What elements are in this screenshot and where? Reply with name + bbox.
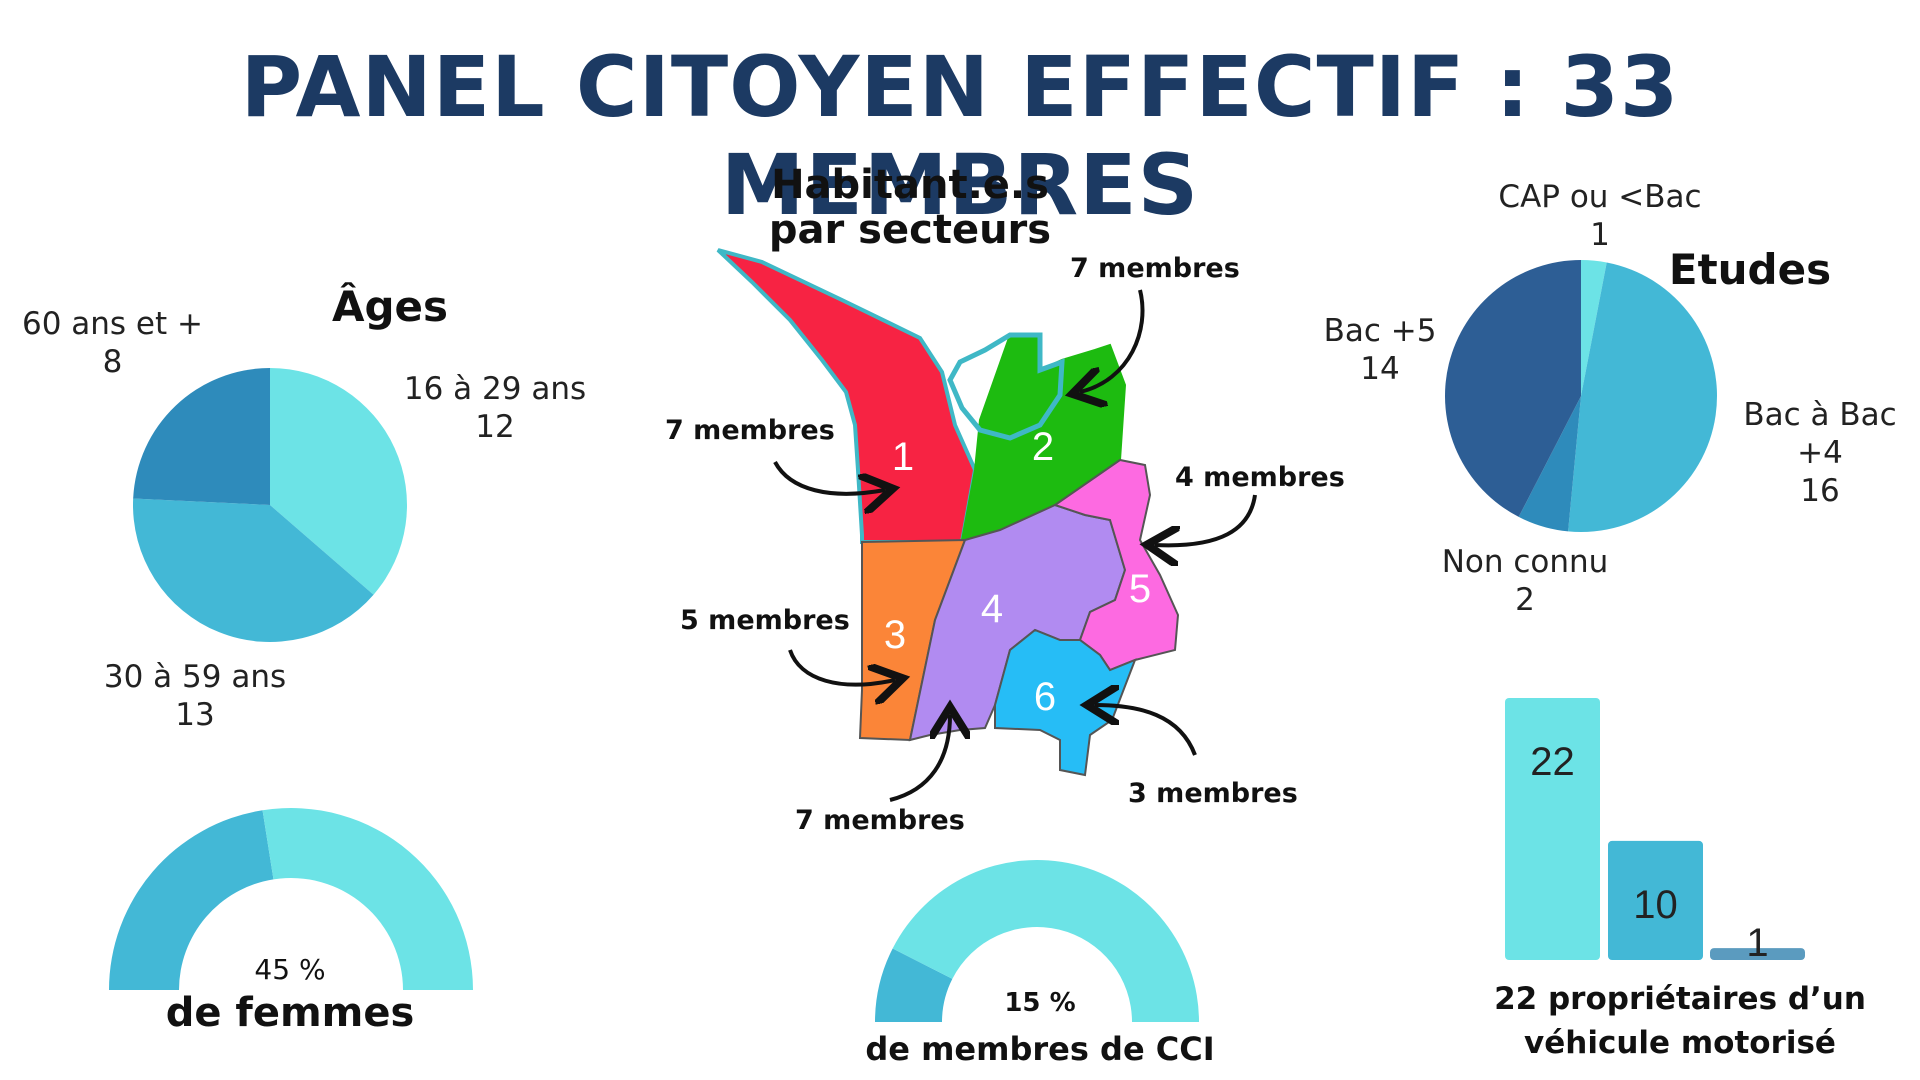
- arrow-sector-4: [889, 715, 950, 802]
- sector-4-members-label: 7 membres: [795, 805, 965, 836]
- ages-slice-1: [133, 498, 374, 642]
- ages-label-60plus: 60 ans et +8: [21, 306, 203, 380]
- ages-label-30-59: 30 à 59 ans 13: [103, 659, 287, 733]
- arrow-sector-5: [1155, 494, 1257, 545]
- women-percent-label: 45 %: [254, 953, 326, 986]
- etudes-label-non-connu: Non connu 2: [1441, 544, 1609, 618]
- women-gauge-remaining: [262, 808, 473, 990]
- vehicle-caption-line2: véhicule motorisé: [1524, 1025, 1836, 1061]
- etudes-slice-0: [1581, 260, 1607, 396]
- sector-3-members-label: 5 membres: [680, 605, 850, 636]
- ages-label-16-29: 16 à 29 ans 12: [403, 371, 587, 445]
- vehicle-bar-value-2: 1: [1746, 921, 1768, 965]
- ages-slice-2: [133, 368, 270, 505]
- etudes-slice-2: [1518, 396, 1581, 532]
- cci-gauge-remaining: [892, 860, 1199, 1022]
- ages-slice-0: [270, 368, 407, 595]
- cci-caption: de membres de CCI: [865, 1030, 1215, 1068]
- vehicle-bar-2: [1710, 948, 1805, 960]
- vehicle-bar-1: [1608, 840, 1703, 960]
- vehicle-caption: 22 propriétaires d’un véhicule motorisé: [1480, 977, 1880, 1065]
- women-gauge-filled: [109, 810, 274, 990]
- sector-4-number: 4: [981, 587, 1003, 631]
- etudes-label-bac-bac4: Bac à Bac +4 16: [1743, 397, 1897, 509]
- arrow-sector-3: [788, 649, 895, 685]
- sector-3-number: 3: [884, 613, 906, 657]
- etudes-label-bac5: Bac +5 14: [1323, 313, 1437, 387]
- etudes-chart-title: Etudes: [1668, 245, 1832, 294]
- cci-percent-label: 15 %: [1004, 988, 1076, 1018]
- arrow-sector-1: [773, 460, 885, 494]
- sector-5-number: 5: [1129, 567, 1151, 611]
- sector-5-members-label: 4 membres: [1175, 462, 1345, 493]
- sector-6-members-label: 3 membres: [1128, 778, 1298, 809]
- sector-2-members-label: 7 membres: [1070, 253, 1240, 284]
- sector-1-region[interactable]: [716, 248, 978, 544]
- page-title: PANEL CITOYEN EFFECTIF : 33 MEMBRES: [240, 38, 1680, 234]
- vehicle-bar-0: [1505, 698, 1600, 960]
- sector-2-number: 2: [1032, 425, 1054, 469]
- sector-1-number: 1: [892, 435, 914, 479]
- sector-6-number: 6: [1034, 675, 1056, 719]
- map-title: Habitant.e.s par secteurs: [768, 162, 1052, 253]
- etudes-slice-3: [1445, 260, 1581, 517]
- vehicle-bar-value-0: 22: [1530, 740, 1575, 784]
- ages-chart-title: Âges: [331, 282, 449, 331]
- women-caption: de femmes: [165, 990, 415, 1036]
- sector-6-region[interactable]: [994, 628, 1137, 777]
- etudes-label-cap: CAP ou <Bac 1: [1498, 179, 1702, 253]
- arrow-sector-2: [1080, 289, 1145, 392]
- cci-gauge-filled: [875, 948, 953, 1022]
- sector-1-members-label: 7 membres: [665, 415, 835, 446]
- vehicle-caption-line1: 22 propriétaires d’un: [1494, 981, 1866, 1017]
- etudes-slice-1: [1568, 262, 1717, 532]
- sector-2-pond: [947, 332, 1065, 441]
- vehicle-bar-value-1: 10: [1633, 883, 1678, 927]
- arrow-sector-6: [1095, 705, 1197, 756]
